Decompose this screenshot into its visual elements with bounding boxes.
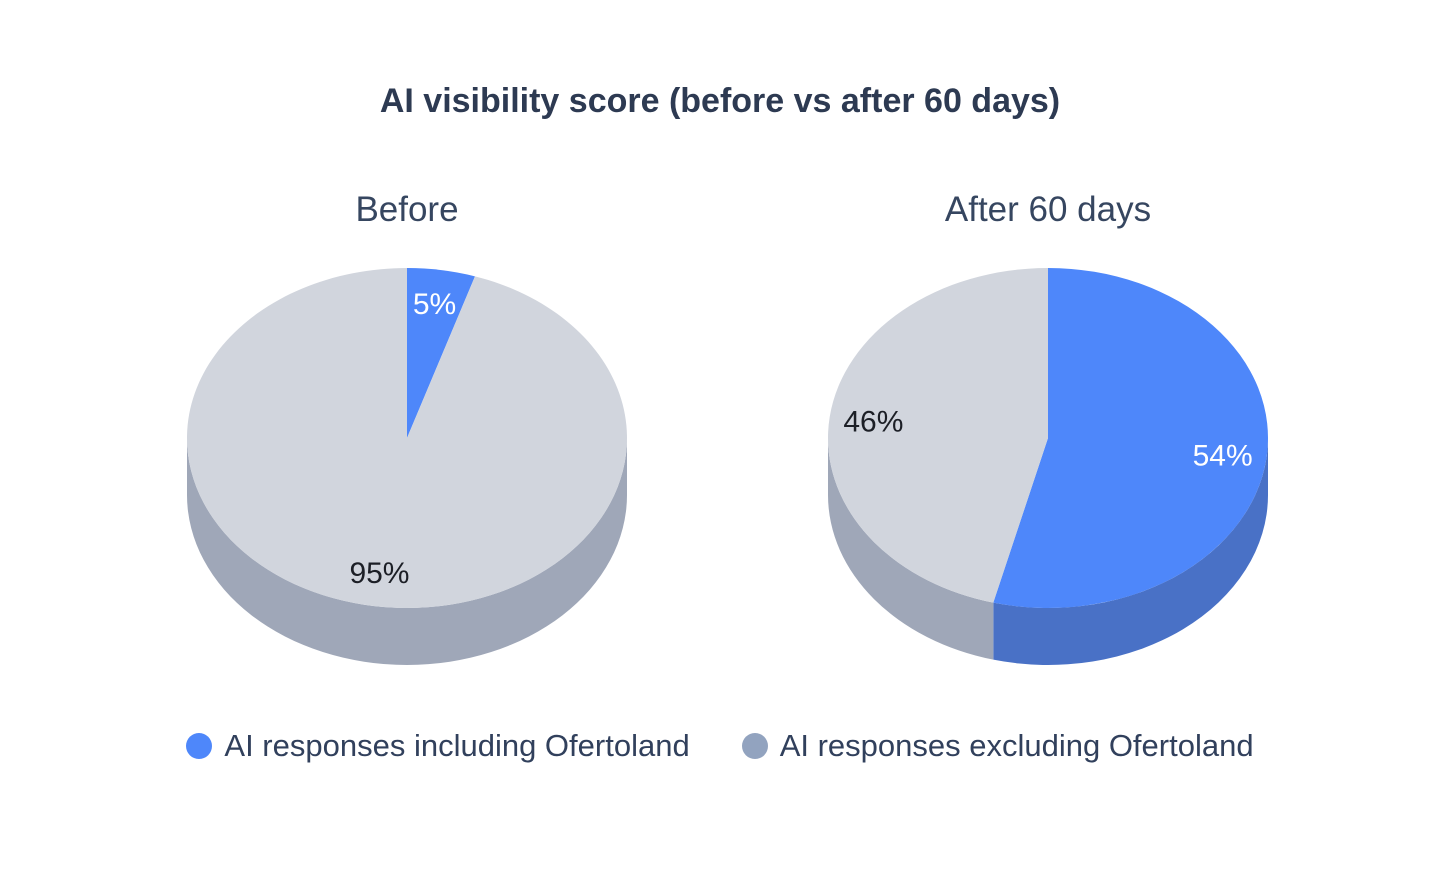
pie-after-title: After 60 days: [944, 190, 1152, 229]
legend: AI responses including Ofertoland AI res…: [0, 726, 1440, 766]
legend-dot-including-icon: [186, 733, 213, 759]
pie-before-title: Before: [355, 190, 459, 229]
svg-text:95%: 95%: [349, 557, 409, 590]
legend-dot-excluding-icon: [741, 733, 768, 759]
svg-text:46%: 46%: [843, 405, 903, 438]
figure-title: AI visibility score (before vs after 60 …: [379, 82, 1061, 120]
legend-label-excluding: AI responses excluding Ofertoland: [779, 728, 1254, 763]
legend-item-including: AI responses including Ofertoland: [186, 726, 690, 766]
legend-item-excluding: AI responses excluding Ofertoland: [741, 726, 1254, 766]
legend-label-including: AI responses including Ofertoland: [224, 728, 690, 763]
svg-text:5%: 5%: [413, 288, 456, 321]
pie-chart-after: 54% 46%: [827, 268, 1268, 666]
svg-text:54%: 54%: [1193, 440, 1253, 473]
pie-chart-before: 5% 95%: [186, 268, 627, 665]
